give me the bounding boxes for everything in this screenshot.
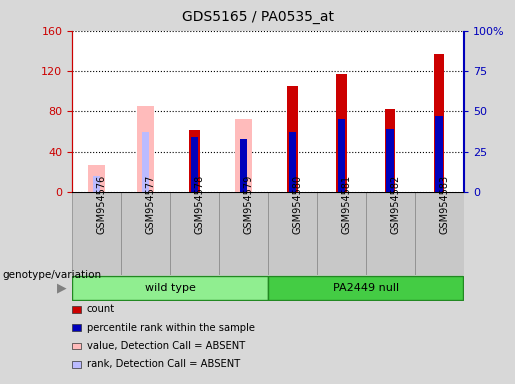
- Text: PA2449 null: PA2449 null: [333, 283, 399, 293]
- Bar: [415, 192, 464, 275]
- Bar: [317, 192, 366, 275]
- Bar: [88, 165, 105, 192]
- Bar: [385, 109, 396, 192]
- Text: GSM954576: GSM954576: [97, 175, 107, 234]
- Bar: [435, 116, 443, 192]
- Bar: [287, 86, 298, 192]
- Bar: [239, 139, 247, 192]
- Bar: [366, 192, 415, 275]
- Bar: [191, 137, 198, 192]
- Bar: [142, 132, 149, 192]
- Bar: [268, 192, 317, 275]
- Bar: [137, 106, 154, 192]
- Bar: [434, 54, 444, 192]
- Bar: [268, 276, 464, 300]
- Bar: [93, 176, 100, 192]
- Bar: [72, 192, 121, 275]
- Bar: [288, 132, 296, 192]
- Text: GSM954579: GSM954579: [243, 175, 253, 234]
- Text: GSM954577: GSM954577: [146, 175, 156, 234]
- Text: rank, Detection Call = ABSENT: rank, Detection Call = ABSENT: [87, 359, 240, 369]
- Bar: [170, 192, 219, 275]
- Bar: [121, 192, 170, 275]
- Text: GSM954582: GSM954582: [390, 175, 400, 234]
- Bar: [219, 192, 268, 275]
- Text: GSM954583: GSM954583: [439, 175, 449, 234]
- Bar: [239, 139, 247, 192]
- Text: wild type: wild type: [145, 283, 195, 293]
- Bar: [189, 129, 200, 192]
- Text: count: count: [87, 304, 115, 314]
- Text: genotype/variation: genotype/variation: [3, 270, 101, 280]
- Text: GDS5165 / PA0535_at: GDS5165 / PA0535_at: [181, 10, 334, 23]
- Bar: [337, 119, 345, 192]
- Bar: [386, 129, 394, 192]
- Bar: [72, 276, 268, 300]
- Bar: [235, 119, 252, 192]
- Bar: [336, 74, 347, 192]
- Text: ▶: ▶: [57, 281, 66, 295]
- Text: value, Detection Call = ABSENT: value, Detection Call = ABSENT: [87, 341, 245, 351]
- Text: percentile rank within the sample: percentile rank within the sample: [87, 323, 254, 333]
- Text: GSM954580: GSM954580: [293, 175, 302, 234]
- Text: GSM954578: GSM954578: [194, 175, 204, 234]
- Text: GSM954581: GSM954581: [341, 175, 351, 234]
